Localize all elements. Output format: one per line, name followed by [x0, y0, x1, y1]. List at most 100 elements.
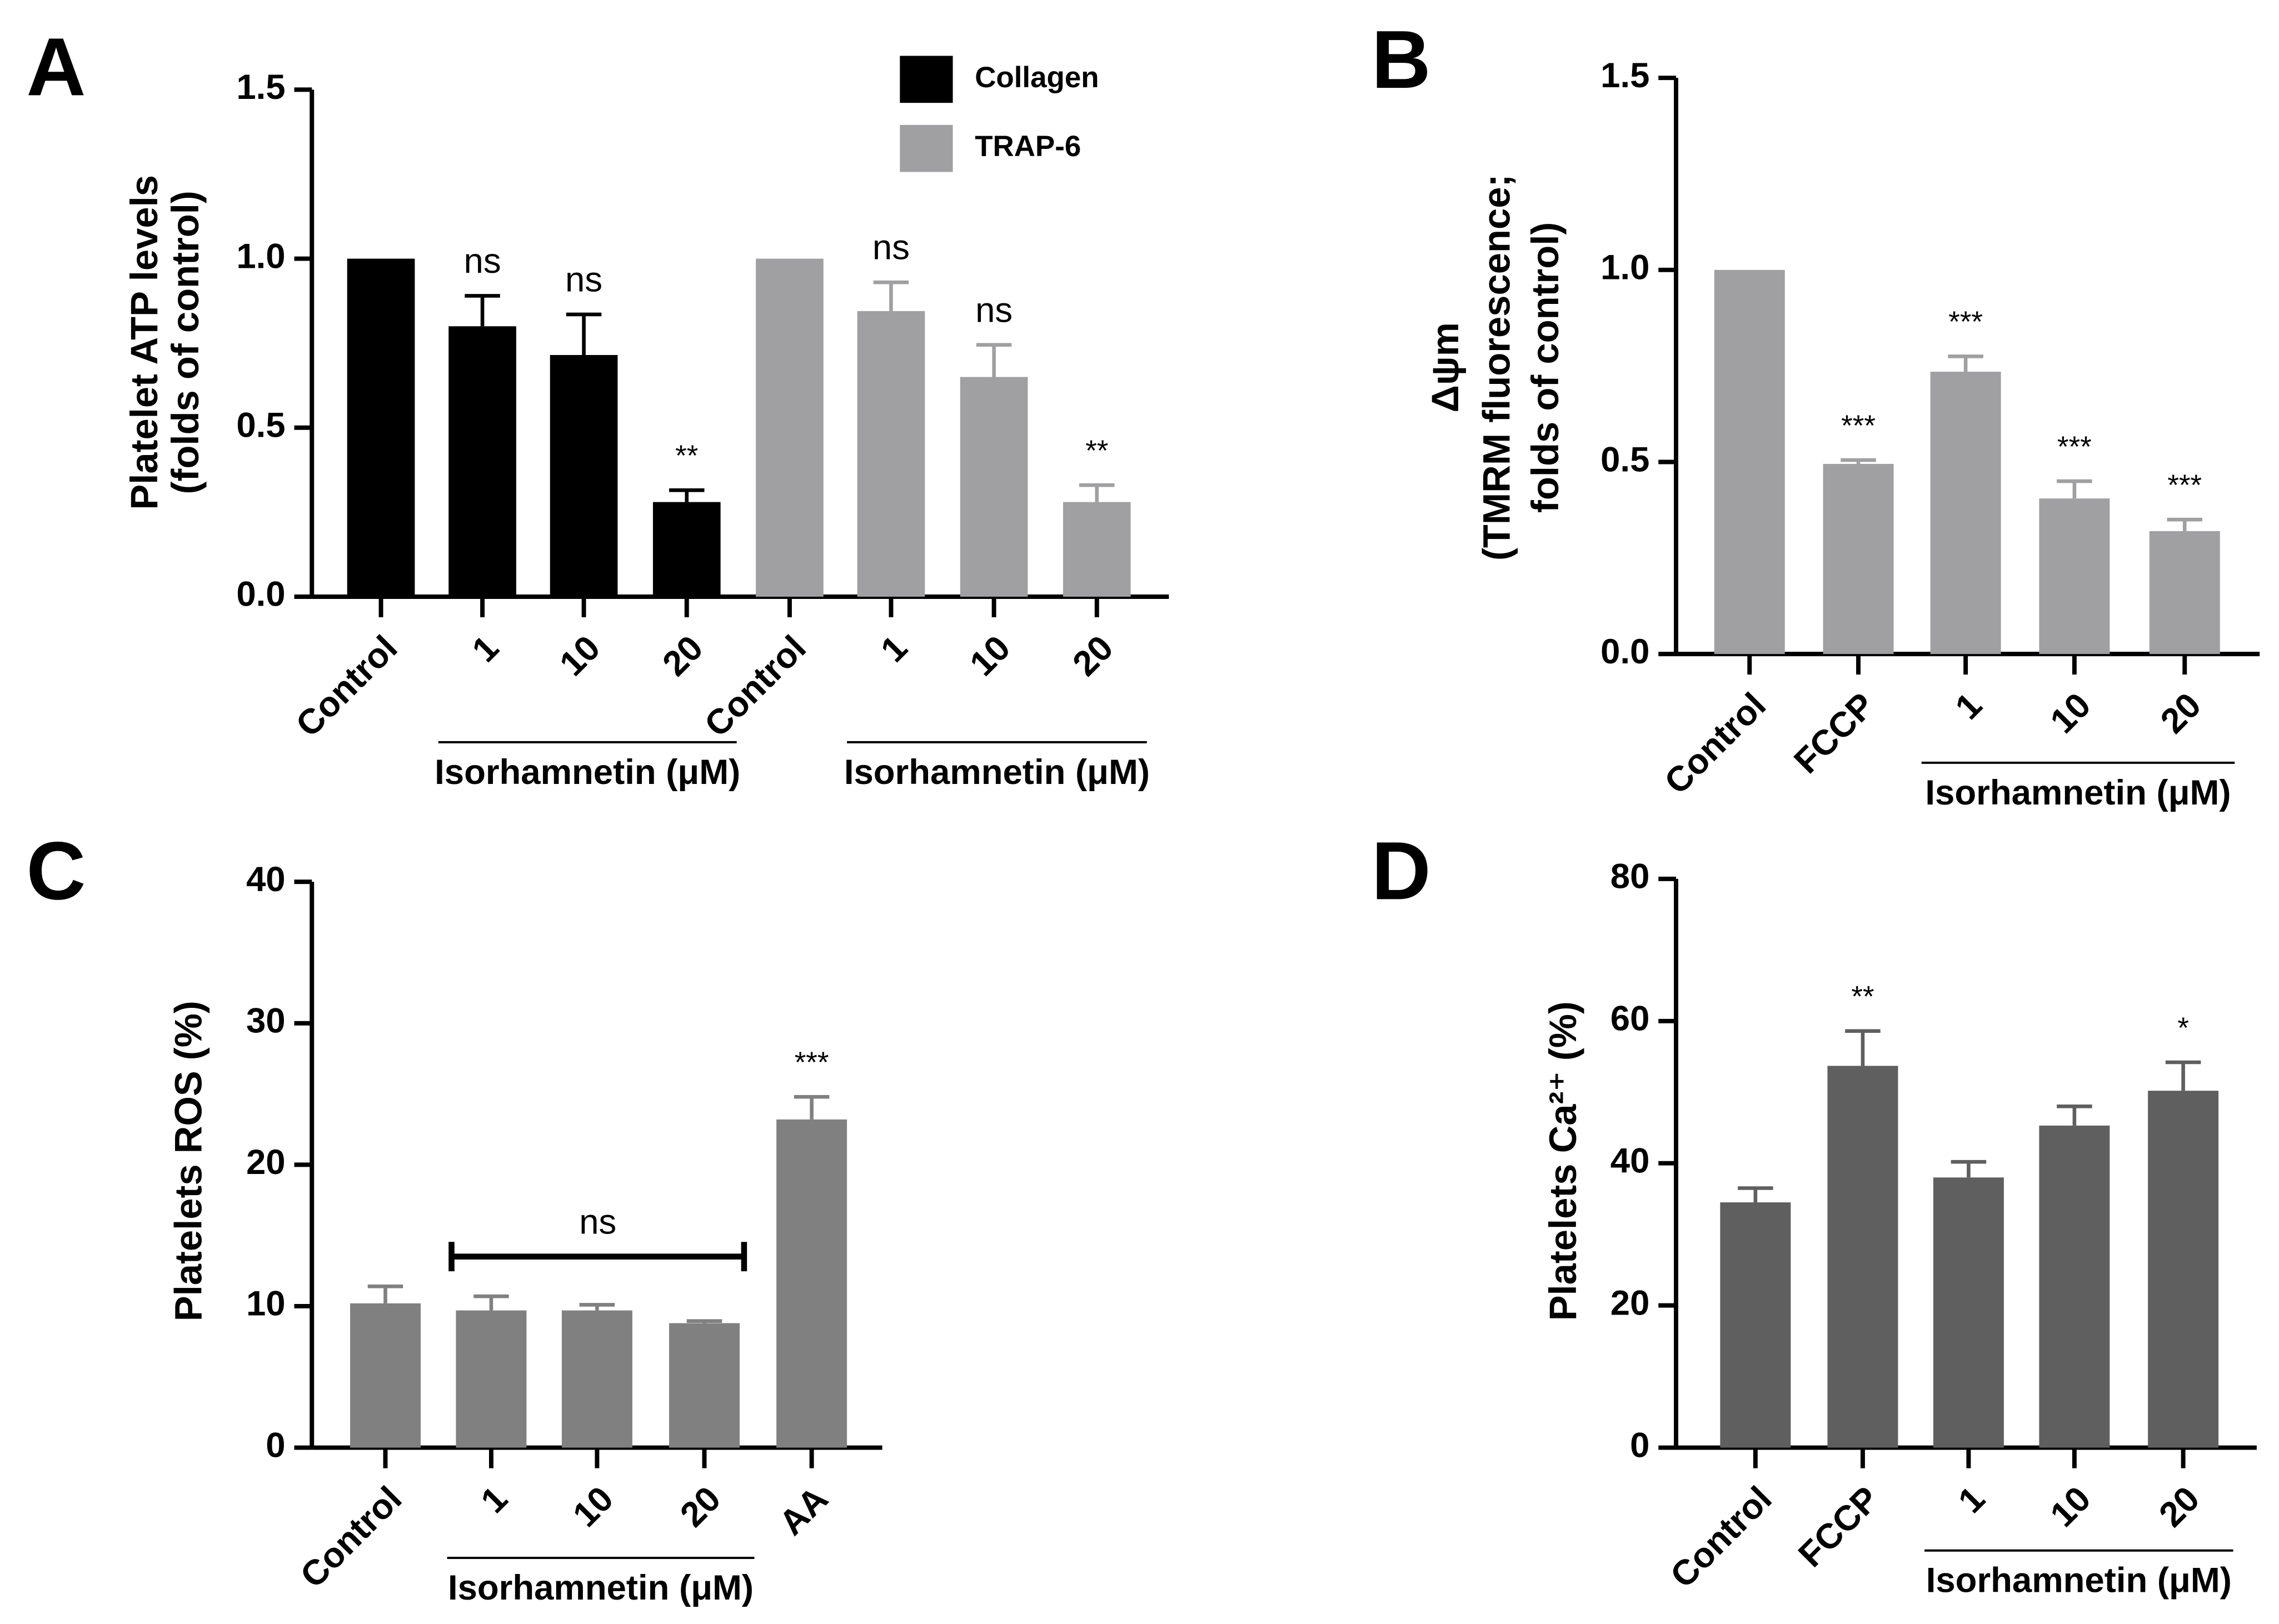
y-tick-label: 60	[1610, 1000, 1650, 1038]
x-tick-label: Control	[288, 628, 405, 744]
x-tick-label: Control	[293, 1479, 409, 1595]
panel-letter: D	[1372, 825, 1431, 917]
y-axis-label: folds of control)	[1524, 222, 1567, 513]
x-tick-label: Control	[1663, 1479, 1779, 1595]
bar	[776, 1119, 847, 1448]
y-tick-label: 0.5	[1600, 440, 1649, 479]
y-axis-label: (folds of control)	[164, 191, 207, 494]
y-axis-label: (TMRM fluorescence;	[1475, 174, 1518, 561]
y-axis-label: Platelets ROS (%)	[167, 1001, 210, 1321]
y-tick-label: 80	[1610, 857, 1650, 896]
x-tick-label: FCCP	[1791, 1479, 1887, 1575]
y-axis-label: Δψm	[1424, 322, 1467, 412]
y-tick-label: 20	[1610, 1283, 1650, 1322]
significance-label: **	[1085, 434, 1108, 467]
significance-label: ns	[565, 261, 602, 299]
bar	[1063, 502, 1131, 597]
x-tick-label: 1	[1948, 686, 1989, 727]
group-label: Isorhamnetin (μM)	[1925, 773, 2231, 812]
legend-swatch	[900, 124, 953, 172]
panel-letter: A	[26, 21, 86, 113]
error-bar	[794, 1095, 830, 1120]
bar	[456, 1310, 527, 1448]
y-axis-label: Platelets Ca²⁺ (%)	[1542, 1001, 1584, 1321]
y-tick-label: 0.0	[236, 575, 285, 614]
x-tick-label: FCCP	[1787, 686, 1882, 781]
bar	[857, 311, 925, 597]
y-axis-label: Platelet ATP levels	[123, 175, 166, 510]
y-tick-label: 1.5	[1600, 56, 1649, 95]
x-tick-label: 10	[552, 628, 607, 683]
error-bar	[1951, 1160, 1987, 1178]
bar	[756, 258, 824, 597]
error-bar	[2167, 517, 2203, 531]
y-tick-label: 30	[246, 1002, 286, 1041]
y-tick-label: 10	[246, 1285, 286, 1323]
bar	[960, 377, 1028, 597]
y-tick-label: 0.0	[1600, 632, 1649, 671]
significance-label: ns	[872, 228, 910, 267]
bar	[2039, 498, 2110, 654]
error-bar	[1738, 1186, 1773, 1203]
panel-letter: B	[1372, 14, 1431, 106]
y-tick-label: 0	[266, 1426, 285, 1465]
legend-label: Collagen	[975, 61, 1099, 94]
bar	[652, 502, 721, 597]
x-tick-label: 20	[2153, 686, 2208, 741]
group-label: Isorhamnetin (μM)	[435, 753, 740, 792]
significance-label: ***	[1948, 306, 1983, 338]
bar	[347, 258, 415, 597]
bar	[1714, 269, 1785, 654]
error-bar	[465, 294, 500, 327]
y-tick-label: 40	[1610, 1141, 1650, 1180]
bar	[1827, 1066, 1898, 1448]
significance-label: ***	[1841, 409, 1876, 442]
error-bar	[669, 488, 705, 502]
bar	[1720, 1202, 1791, 1448]
y-tick-label: 40	[246, 860, 286, 899]
panel-letter: C	[26, 825, 86, 917]
bar	[350, 1303, 421, 1448]
error-bar	[873, 280, 909, 311]
error-bar	[976, 343, 1012, 377]
x-tick-label: 20	[655, 628, 710, 683]
y-tick-label: 1.0	[1600, 248, 1649, 287]
x-tick-label: 1	[874, 628, 915, 669]
legend-swatch	[900, 56, 953, 103]
error-bar	[1841, 458, 1876, 464]
x-tick-label: 1	[473, 1479, 515, 1520]
bracket	[448, 1242, 747, 1272]
significance-label: *	[2177, 1012, 2189, 1045]
error-bar	[1079, 483, 1115, 502]
x-tick-label: 10	[963, 628, 1018, 683]
significance-label: ***	[2057, 431, 2092, 463]
y-tick-label: 0.5	[236, 406, 285, 445]
error-bar	[579, 1303, 615, 1311]
bar	[1823, 463, 1894, 654]
significance-label: ***	[2167, 469, 2202, 502]
group-label: Isorhamnetin (μM)	[448, 1568, 754, 1607]
y-tick-label: 1.5	[236, 68, 285, 107]
x-tick-label: AA	[772, 1479, 835, 1542]
x-tick-label: Control	[697, 628, 814, 744]
bar	[561, 1310, 632, 1448]
x-tick-label: 20	[673, 1479, 728, 1534]
x-tick-label: 20	[1065, 628, 1120, 683]
bar	[1933, 1177, 2004, 1448]
group-label: Isorhamnetin (μM)	[1926, 1561, 2232, 1600]
error-bar	[1948, 354, 1983, 372]
error-bar	[2057, 479, 2092, 499]
error-bar	[367, 1285, 403, 1303]
x-tick-label: 1	[465, 628, 506, 669]
bar	[2039, 1125, 2110, 1448]
bar	[1930, 372, 2001, 654]
significance-label: ns	[464, 242, 501, 281]
x-tick-label: 10	[566, 1479, 621, 1534]
legend-label: TRAP-6	[975, 130, 1081, 163]
group-label: Isorhamnetin (μM)	[844, 753, 1150, 792]
y-tick-label: 1.0	[236, 237, 285, 276]
x-tick-label: 10	[2043, 686, 2098, 741]
x-tick-label: 10	[2043, 1479, 2098, 1534]
error-bar	[1845, 1029, 1881, 1066]
error-bar	[686, 1319, 722, 1323]
